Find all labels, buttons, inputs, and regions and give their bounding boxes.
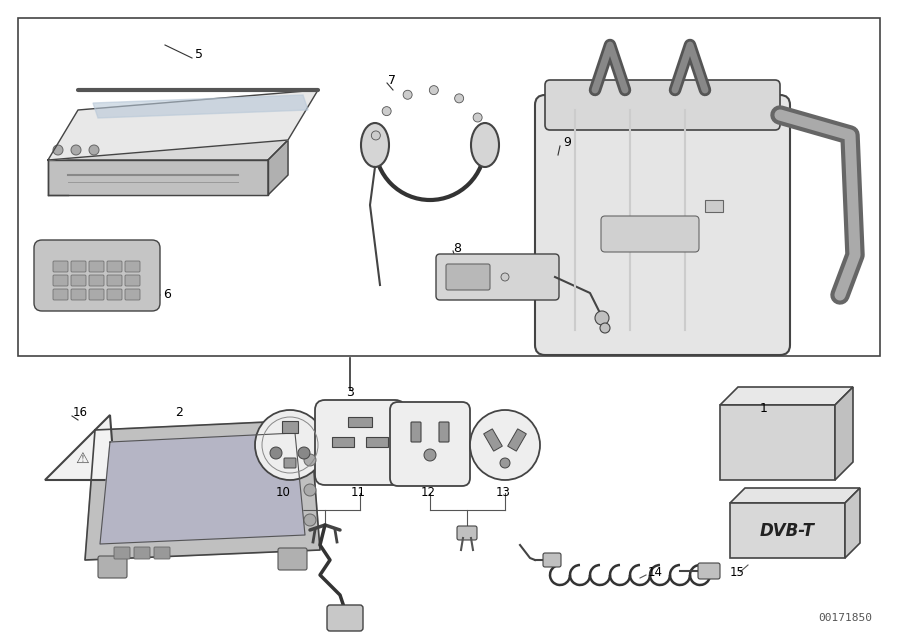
Polygon shape [93, 95, 308, 118]
FancyBboxPatch shape [53, 289, 68, 300]
FancyBboxPatch shape [71, 275, 86, 286]
FancyBboxPatch shape [601, 216, 699, 252]
Circle shape [501, 273, 509, 281]
FancyBboxPatch shape [278, 548, 307, 570]
FancyBboxPatch shape [705, 200, 723, 212]
Circle shape [270, 447, 282, 459]
FancyBboxPatch shape [71, 261, 86, 272]
Circle shape [71, 145, 81, 155]
FancyBboxPatch shape [53, 261, 68, 272]
Circle shape [454, 94, 464, 103]
Circle shape [372, 131, 381, 140]
Text: 00171850: 00171850 [818, 613, 872, 623]
FancyBboxPatch shape [89, 261, 104, 272]
FancyBboxPatch shape [543, 553, 561, 567]
Bar [18, 18, 880, 356]
Polygon shape [45, 415, 115, 480]
FancyBboxPatch shape [107, 275, 122, 286]
Text: 10: 10 [275, 487, 291, 499]
Circle shape [473, 113, 482, 122]
Polygon shape [48, 90, 318, 160]
Circle shape [304, 514, 316, 526]
Text: 14: 14 [648, 565, 663, 579]
FancyBboxPatch shape [53, 275, 68, 286]
Polygon shape [720, 405, 835, 480]
Text: 11: 11 [350, 487, 365, 499]
Ellipse shape [361, 123, 389, 167]
Polygon shape [48, 140, 288, 160]
FancyBboxPatch shape [698, 563, 720, 579]
Circle shape [382, 107, 392, 116]
Text: 5: 5 [195, 48, 203, 62]
Circle shape [89, 145, 99, 155]
FancyBboxPatch shape [545, 80, 780, 130]
FancyBboxPatch shape [436, 254, 559, 300]
FancyBboxPatch shape [107, 261, 122, 272]
FancyBboxPatch shape [366, 437, 388, 447]
Text: 2: 2 [175, 406, 183, 420]
Text: 15: 15 [730, 565, 745, 579]
Circle shape [298, 447, 310, 459]
Polygon shape [48, 160, 268, 195]
Circle shape [429, 86, 438, 95]
FancyBboxPatch shape [125, 289, 140, 300]
FancyBboxPatch shape [535, 95, 790, 355]
FancyBboxPatch shape [125, 275, 140, 286]
FancyBboxPatch shape [134, 547, 150, 559]
FancyBboxPatch shape [114, 547, 130, 559]
FancyBboxPatch shape [332, 437, 354, 447]
FancyBboxPatch shape [390, 402, 470, 486]
Text: 7: 7 [388, 74, 396, 86]
FancyBboxPatch shape [89, 289, 104, 300]
FancyBboxPatch shape [282, 421, 298, 433]
Circle shape [53, 145, 63, 155]
FancyBboxPatch shape [107, 289, 122, 300]
Polygon shape [483, 429, 502, 451]
FancyBboxPatch shape [34, 240, 160, 311]
Text: 12: 12 [420, 487, 436, 499]
Text: 4: 4 [297, 102, 305, 114]
Text: 9: 9 [563, 137, 571, 149]
Polygon shape [730, 488, 860, 503]
FancyBboxPatch shape [457, 526, 477, 540]
Text: 8: 8 [453, 242, 461, 254]
Circle shape [595, 311, 609, 325]
Polygon shape [730, 503, 845, 558]
Polygon shape [85, 420, 320, 560]
Text: 16: 16 [73, 406, 88, 420]
FancyBboxPatch shape [411, 422, 421, 442]
Text: ⚠: ⚠ [76, 450, 89, 466]
Circle shape [424, 449, 436, 461]
FancyBboxPatch shape [284, 458, 296, 468]
FancyBboxPatch shape [89, 275, 104, 286]
Text: 3: 3 [346, 387, 354, 399]
FancyBboxPatch shape [327, 605, 363, 631]
Polygon shape [720, 387, 853, 405]
Text: DVB-T: DVB-T [760, 522, 815, 539]
FancyBboxPatch shape [348, 417, 372, 427]
Circle shape [304, 484, 316, 496]
Polygon shape [508, 429, 526, 451]
FancyBboxPatch shape [446, 264, 490, 290]
Circle shape [255, 410, 325, 480]
Circle shape [500, 458, 510, 468]
FancyBboxPatch shape [125, 261, 140, 272]
FancyBboxPatch shape [315, 400, 405, 485]
Text: 6: 6 [163, 289, 171, 301]
Text: 13: 13 [496, 487, 510, 499]
FancyBboxPatch shape [154, 547, 170, 559]
FancyBboxPatch shape [98, 556, 127, 578]
FancyBboxPatch shape [71, 289, 86, 300]
Ellipse shape [471, 123, 499, 167]
Circle shape [600, 323, 610, 333]
Polygon shape [100, 433, 305, 544]
Circle shape [304, 454, 316, 466]
Polygon shape [835, 387, 853, 480]
Polygon shape [845, 488, 860, 558]
Polygon shape [268, 140, 288, 195]
FancyBboxPatch shape [439, 422, 449, 442]
Text: 1: 1 [760, 401, 768, 415]
Circle shape [403, 90, 412, 99]
Circle shape [470, 410, 540, 480]
